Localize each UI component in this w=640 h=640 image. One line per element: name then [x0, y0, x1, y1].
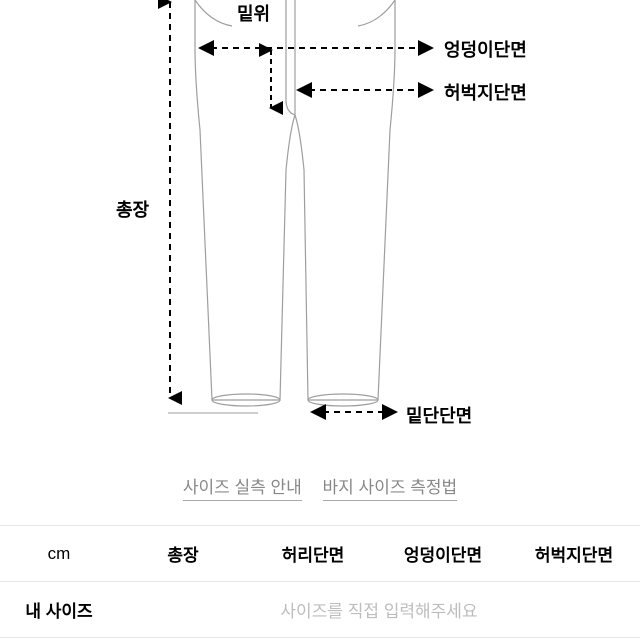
- label-hip: 엉덩이단면: [444, 36, 527, 62]
- link-how-to-measure[interactable]: 바지 사이즈 측정법: [323, 473, 458, 501]
- label-length: 총장: [116, 196, 149, 222]
- label-thigh: 허벅지단면: [444, 79, 527, 105]
- label-rise: 밑위: [237, 0, 270, 26]
- unit-header: cm: [0, 526, 118, 582]
- col-thigh: 허벅지단면: [508, 526, 640, 582]
- col-hip: 엉덩이단면: [378, 526, 508, 582]
- table-header-row: cm 총장 허리단면 엉덩이단면 허벅지단면: [0, 526, 640, 582]
- my-size-label: 내 사이즈: [0, 582, 118, 638]
- label-hem: 밑단단면: [406, 402, 472, 428]
- col-waist: 허리단면: [248, 526, 378, 582]
- pants-size-diagram: 밑위 엉덩이단면 허벅지단면 총장 밑단단면: [0, 0, 640, 455]
- size-table: cm 총장 허리단면 엉덩이단면 허벅지단면 내 사이즈 사이즈를 직접 입력해…: [0, 525, 640, 638]
- my-size-row[interactable]: 내 사이즈 사이즈를 직접 입력해주세요: [0, 582, 640, 638]
- link-size-guide[interactable]: 사이즈 실측 안내: [183, 473, 302, 501]
- my-size-placeholder[interactable]: 사이즈를 직접 입력해주세요: [118, 582, 640, 638]
- guide-links: 사이즈 실측 안내 바지 사이즈 측정법: [0, 473, 640, 501]
- col-length: 총장: [118, 526, 248, 582]
